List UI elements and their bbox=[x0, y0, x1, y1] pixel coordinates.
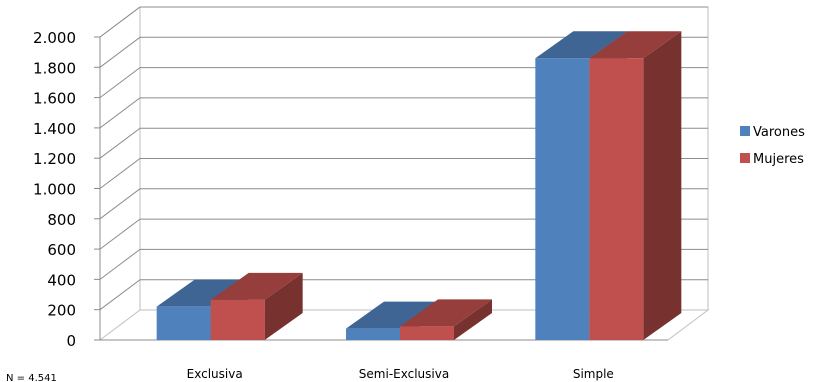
y-tick-label: 0 bbox=[66, 332, 76, 350]
legend-swatch-varones bbox=[740, 126, 750, 136]
bar-top bbox=[210, 272, 303, 300]
gridline bbox=[99, 36, 708, 68]
y-axis-tick-labels: 0 200 400 600 800 1.000 1.200 1.400 1.600 1.800 2.… bbox=[33, 29, 668, 350]
bar-top bbox=[156, 279, 249, 307]
y-tick-label: 1.200 bbox=[33, 150, 76, 168]
y-tick-label: 1.600 bbox=[33, 90, 76, 108]
x-category-label: Semi-Exclusiva bbox=[359, 367, 449, 381]
bar-front bbox=[346, 328, 400, 340]
bar-front bbox=[210, 299, 265, 340]
bar-top bbox=[346, 301, 438, 329]
y-tick-label: 800 bbox=[47, 211, 76, 229]
bar-top bbox=[400, 299, 492, 327]
gridline bbox=[99, 248, 708, 280]
gridline bbox=[99, 188, 708, 220]
y-tick-label: 1.800 bbox=[33, 59, 76, 77]
bar-front bbox=[589, 58, 644, 341]
legend-label-varones: Varones bbox=[753, 125, 805, 140]
y-tick-label: 1.400 bbox=[33, 120, 76, 138]
gridline bbox=[99, 127, 708, 159]
bar-front bbox=[400, 326, 454, 340]
y-tick-label: 600 bbox=[47, 241, 76, 259]
bar-top bbox=[589, 31, 682, 59]
bar-mujeres-exclusiva bbox=[210, 272, 303, 340]
bar-side bbox=[264, 272, 303, 340]
bar-front bbox=[535, 58, 590, 341]
y-tick-label: 200 bbox=[47, 302, 76, 320]
bars bbox=[156, 31, 682, 341]
legend-swatch-mujeres bbox=[740, 153, 750, 163]
sample-size-note: N = 4.541 bbox=[6, 373, 57, 382]
bar-mujeres-semi-exclusiva bbox=[400, 299, 492, 340]
gridlines bbox=[99, 6, 708, 311]
bar-front bbox=[156, 306, 211, 340]
gridline bbox=[99, 218, 708, 250]
y-tick-label: 2.000 bbox=[33, 29, 76, 47]
gridline bbox=[99, 279, 708, 311]
legend-label-mujeres: Mujeres bbox=[753, 152, 804, 167]
gridline bbox=[99, 158, 708, 189]
bar-side bbox=[454, 299, 492, 340]
legend: Varones Mujeres bbox=[740, 125, 805, 167]
bar-side bbox=[643, 31, 682, 341]
y-tick-label: 1.000 bbox=[33, 181, 76, 199]
x-axis-category-labels: Exclusiva Semi-Exclusiva Simple bbox=[187, 367, 614, 381]
x-category-label: Exclusiva bbox=[187, 367, 243, 381]
gridline bbox=[99, 67, 708, 98]
x-category-label: Simple bbox=[573, 367, 614, 381]
gridline bbox=[99, 97, 708, 129]
gridline bbox=[99, 6, 708, 38]
bar-top bbox=[535, 31, 628, 59]
bar-mujeres-simple bbox=[589, 31, 682, 341]
y-tick-label: 400 bbox=[47, 271, 76, 289]
